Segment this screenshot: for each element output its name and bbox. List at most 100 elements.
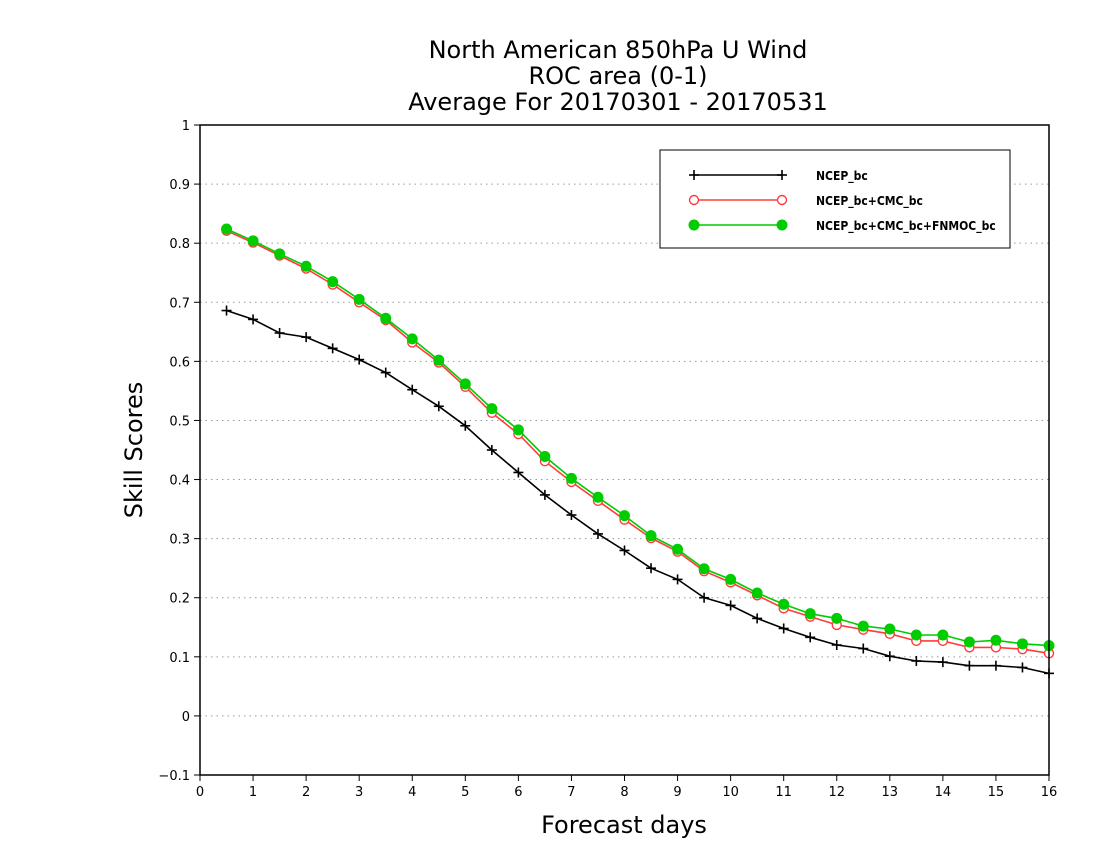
data-point <box>884 623 896 635</box>
y-axis-ticks: −0.1 0 0.1 0.2 0.3 0.4 0.5 0.6 0.7 0.8 0.9 1 <box>158 119 200 784</box>
data-point <box>804 608 816 620</box>
data-point <box>990 634 1002 646</box>
data-point <box>592 491 604 503</box>
x-axis-ticks: 0 1 2 3 4 5 6 7 8 9 10 11 12 13 14 15 16 <box>196 775 1057 800</box>
title-line-2: ROC area (0-1) <box>528 62 707 90</box>
data-point <box>486 403 498 415</box>
y-tick-label: 0.2 <box>169 592 190 607</box>
data-point <box>459 378 471 390</box>
data-point <box>380 367 391 378</box>
y-tick-label: 0.7 <box>169 296 190 311</box>
data-point <box>964 660 975 671</box>
y-axis-label: Skill Scores <box>120 382 148 519</box>
data-point <box>380 312 392 324</box>
data-point <box>805 632 816 643</box>
data-point <box>619 510 630 522</box>
data-point <box>646 563 657 574</box>
data-point <box>539 489 550 500</box>
data-point <box>247 235 259 247</box>
x-tick-label: 8 <box>620 785 628 800</box>
data-point <box>645 530 657 542</box>
legend-label: NCEP_bc+CMC_bc <box>816 194 923 209</box>
legend-marker <box>776 194 788 206</box>
title-line-3: Average For 20170301 - 20170531 <box>408 88 828 116</box>
data-point <box>725 573 737 585</box>
data-point <box>327 343 338 354</box>
data-point <box>354 354 365 365</box>
data-point <box>884 651 895 662</box>
legend: NCEP_bc NCEP_bc+CMC_bc NCEP_bc+CMC_bc+FNMO… <box>659 149 1011 249</box>
x-tick-label: 15 <box>988 785 1005 800</box>
data-point <box>699 592 710 603</box>
y-tick-label: 1 <box>182 119 190 134</box>
data-point <box>248 314 259 325</box>
data-point <box>858 643 869 654</box>
data-point <box>300 260 312 272</box>
series-line <box>226 309 1050 675</box>
data-point <box>831 640 842 650</box>
data-point <box>301 332 312 343</box>
y-tick-label: 0.3 <box>169 533 190 548</box>
data-point <box>752 613 763 624</box>
data-point <box>725 600 736 611</box>
chart-title: North American 850hPa U Wind ROC area (0… <box>408 36 828 116</box>
data-point <box>565 472 577 484</box>
legend-marker <box>688 194 700 206</box>
data-point <box>592 528 603 539</box>
data-point <box>274 248 286 260</box>
data-point <box>1016 638 1028 650</box>
legend-marker <box>689 170 699 180</box>
x-tick-label: 0 <box>196 785 204 800</box>
data-point <box>937 657 948 668</box>
y-tick-label: 0.1 <box>169 651 190 666</box>
x-tick-label: 16 <box>1041 785 1058 800</box>
x-tick-label: 11 <box>775 785 792 800</box>
data-point <box>778 623 789 634</box>
data-point <box>460 420 471 431</box>
data-point <box>857 620 869 632</box>
x-tick-label: 12 <box>828 785 845 800</box>
title-line-1: North American 850hPa U Wind <box>429 36 808 64</box>
data-point <box>990 660 1001 671</box>
data-point <box>407 384 418 395</box>
data-point <box>910 629 922 641</box>
grid-lines <box>200 183 1049 717</box>
data-point <box>353 293 365 305</box>
y-tick-label: 0.5 <box>169 414 190 429</box>
y-tick-label: 0.9 <box>169 178 190 193</box>
data-point <box>539 451 551 462</box>
y-tick-label: 0.6 <box>169 355 190 370</box>
legend-entry: NCEP_bc <box>689 169 868 184</box>
data-point <box>937 629 949 641</box>
x-tick-label: 3 <box>355 785 363 800</box>
data-point <box>698 563 710 575</box>
y-tick-label: 0.8 <box>169 237 190 252</box>
series-lines <box>221 223 1055 679</box>
series-line <box>226 230 1050 655</box>
data-point <box>831 612 843 624</box>
y-tick-label: 0.4 <box>169 474 190 489</box>
data-point <box>327 276 339 288</box>
legend-marker <box>776 219 788 231</box>
x-tick-label: 9 <box>673 785 681 800</box>
x-tick-label: 7 <box>567 785 575 800</box>
data-point <box>221 305 232 316</box>
x-axis-label: Forecast days <box>541 811 707 839</box>
x-tick-label: 6 <box>514 785 522 800</box>
data-point <box>512 424 524 436</box>
series-1 <box>221 305 1054 679</box>
data-point <box>963 636 975 648</box>
data-point <box>433 401 444 412</box>
x-tick-label: 2 <box>302 785 310 800</box>
y-tick-label: 0 <box>182 710 190 725</box>
legend-entry: NCEP_bc+CMC_bc+FNMOC_bc <box>688 219 996 234</box>
data-point <box>406 333 418 345</box>
x-tick-label: 5 <box>461 785 469 800</box>
data-point <box>274 328 285 338</box>
plot-frame <box>199 124 1050 776</box>
data-point <box>486 445 497 455</box>
data-point <box>619 545 630 556</box>
y-tick-label: −0.1 <box>158 769 190 784</box>
data-point <box>751 587 763 599</box>
